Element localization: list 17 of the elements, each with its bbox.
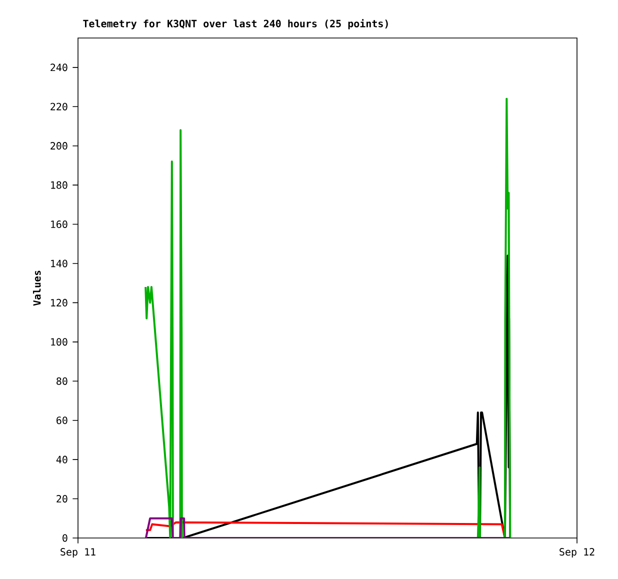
y-tick-label: 140	[51, 260, 68, 268]
y-tick-label: 120	[51, 298, 68, 306]
y-tick-label: 180	[51, 181, 68, 189]
x-tick-label: Sep 11	[60, 548, 96, 558]
y-tick-label: 20	[56, 495, 68, 503]
y-tick-label: 240	[50, 64, 68, 72]
chart-title: Telemetry for K3QNT over last 240 hours (25 points)	[83, 19, 388, 30]
y-tick-label: 80	[56, 377, 68, 385]
y-tick-label: 60	[56, 416, 68, 424]
y-tick-label: 0	[62, 534, 68, 542]
y-tick-label: 220	[50, 102, 68, 110]
x-tick-label: Sep 12	[560, 548, 594, 558]
y-tick-label: 200	[50, 142, 68, 150]
y-tick-label: 40	[56, 456, 68, 464]
y-axis-title: Values	[33, 270, 41, 306]
y-tick-label: 160	[51, 220, 68, 228]
y-tick-label: 100	[51, 338, 68, 346]
